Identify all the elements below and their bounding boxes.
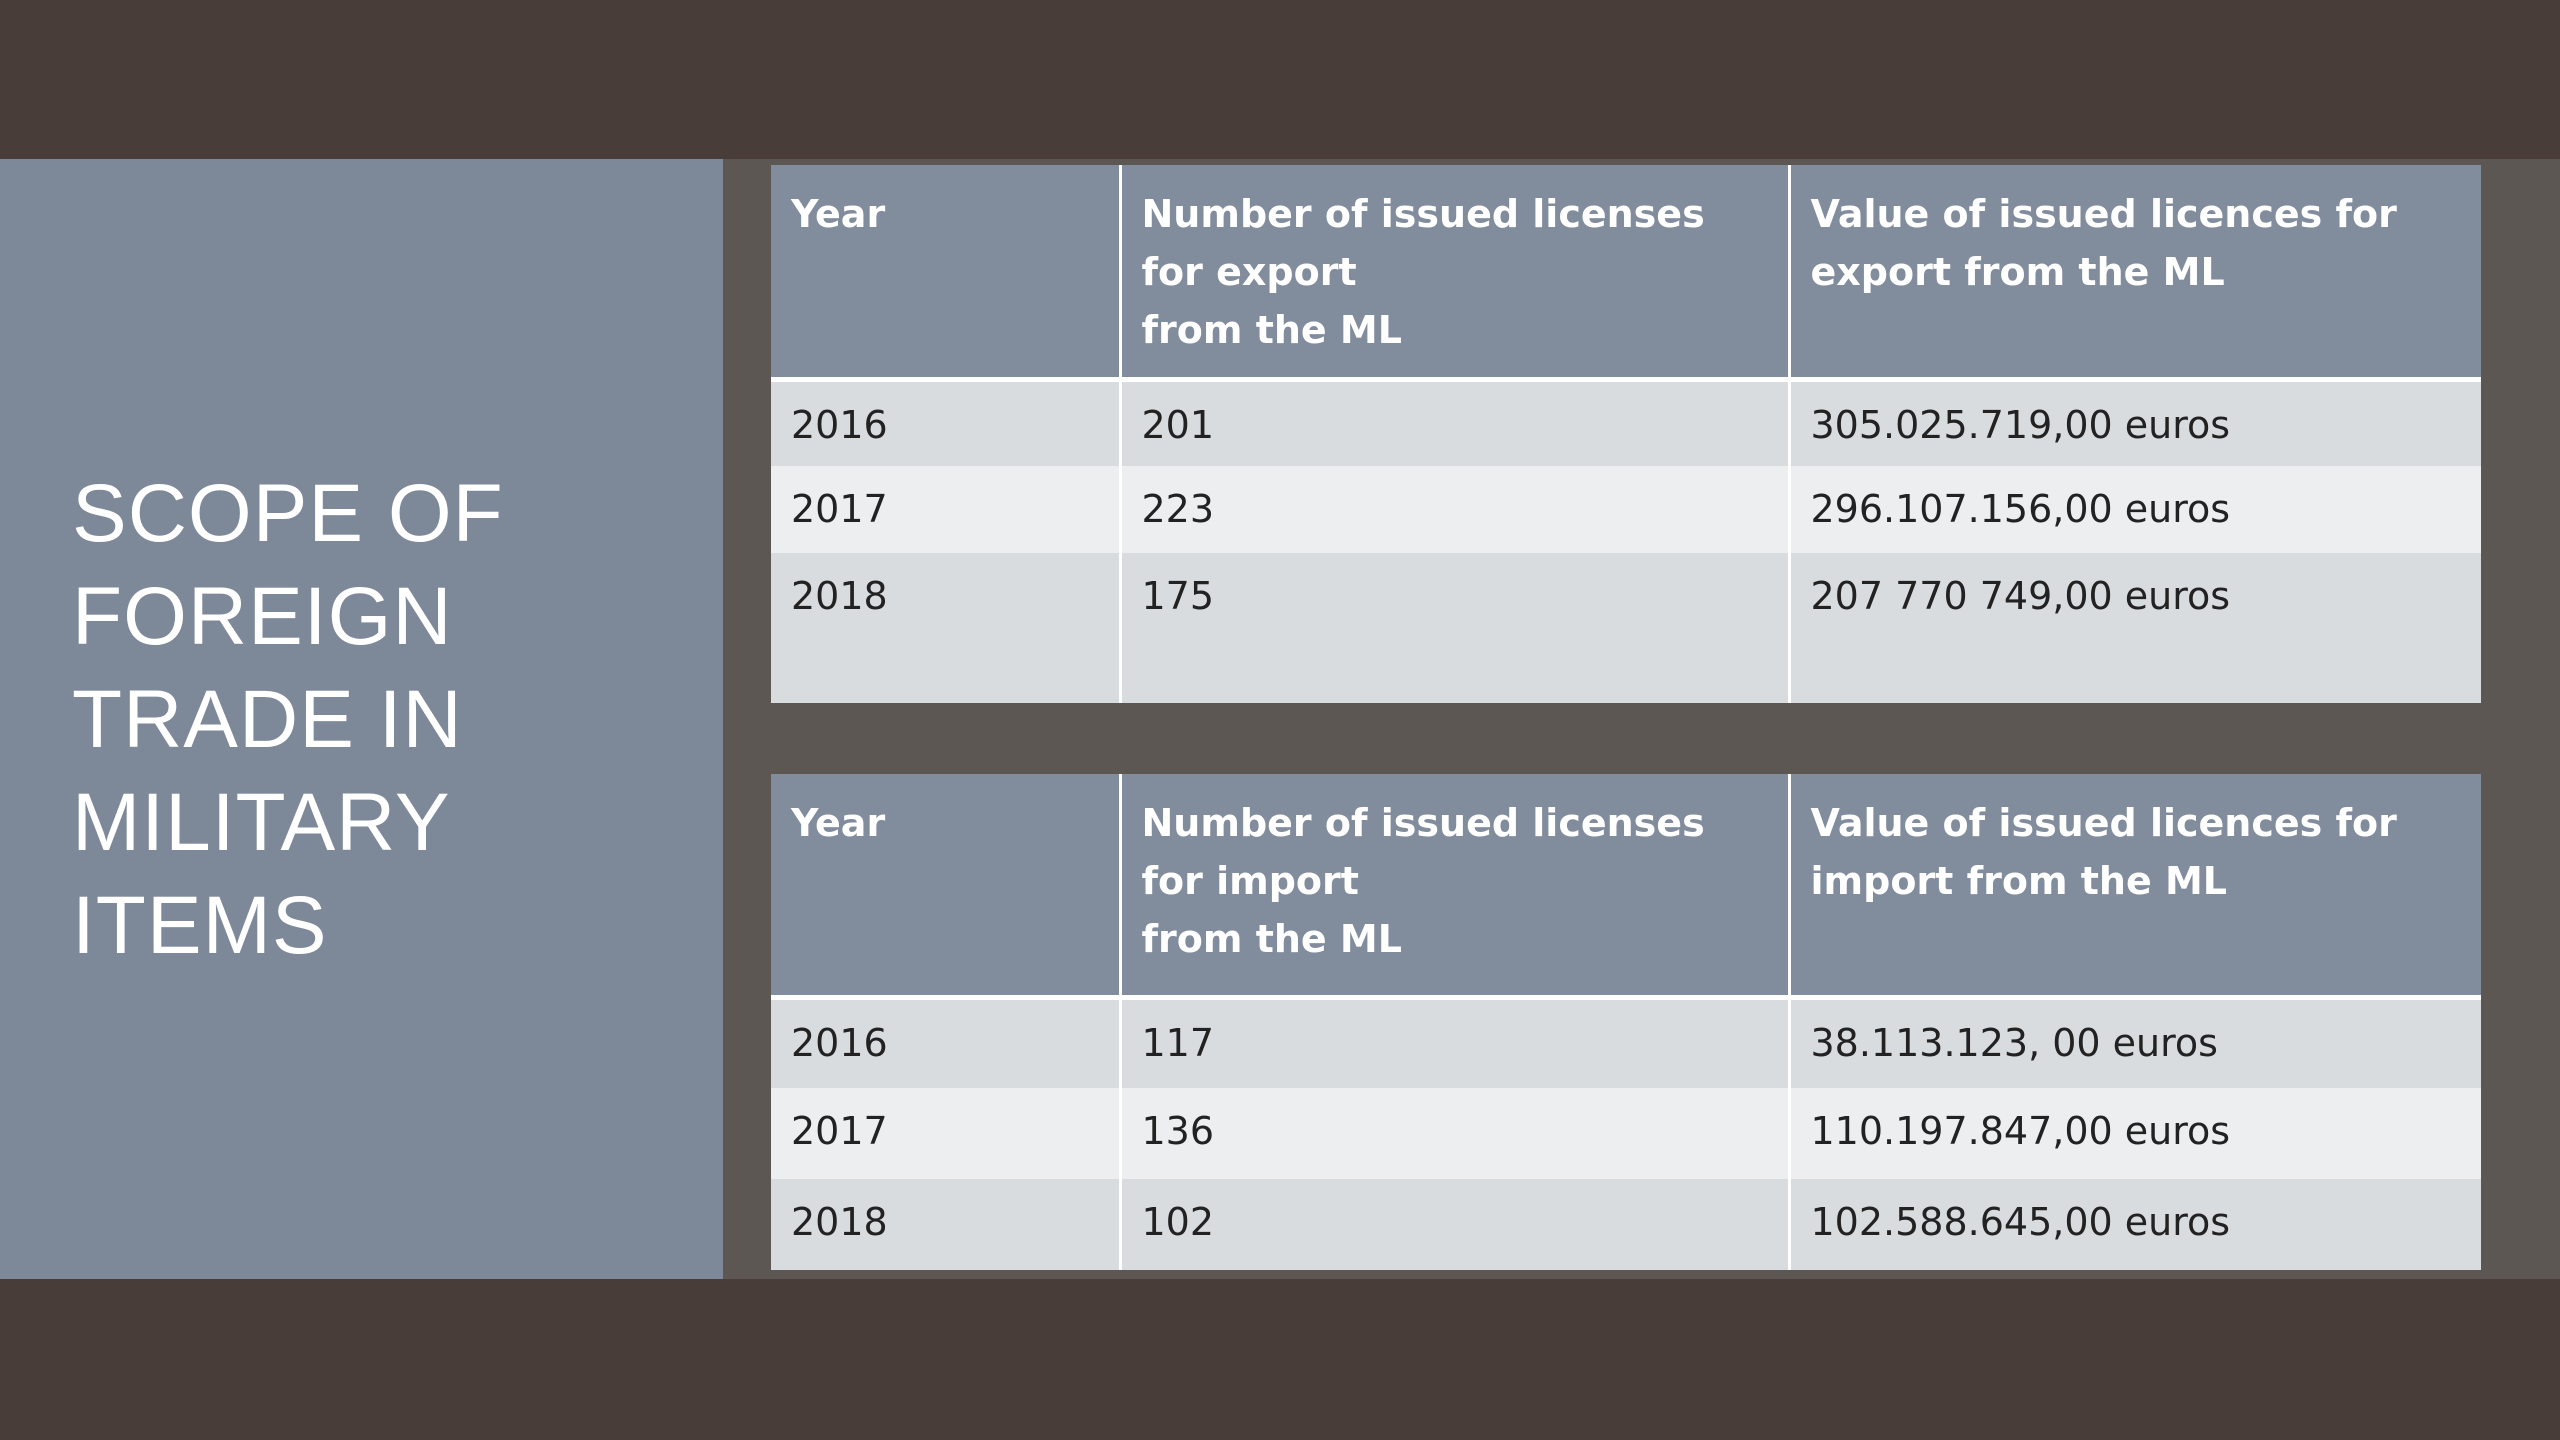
column-header-year: Year [771,774,1120,1000]
cell-license-count: 201 [1118,379,1789,466]
cell-license-value: 110.197.847,00 euros [1787,1088,2481,1179]
cell-license-count: 136 [1118,1088,1789,1179]
table-row: 2018 102 102.588.645,00 euros [771,1179,2481,1270]
column-header-license-value: Value of issued licences for import from… [1787,774,2481,1000]
cell-license-value: 102.588.645,00 euros [1787,1179,2481,1270]
table-header-row: Year Number of issued licenses for expor… [771,165,2481,382]
table-header-row: Year Number of issued licenses for impor… [771,774,2481,1000]
cell-license-count: 175 [1118,553,1789,703]
table-row: 2017 223 296.107.156,00 euros [771,466,2481,553]
table-row: 2016 201 305.025.719,00 euros [771,379,2481,466]
cell-license-value: 305.025.719,00 euros [1787,379,2481,466]
cell-license-count: 117 [1118,997,1789,1088]
column-header-license-count: Number of issued licenses for export fro… [1118,165,1789,382]
column-header-license-count: Number of issued licenses for import fro… [1118,774,1789,1000]
cell-license-value: 207 770 749,00 euros [1787,553,2481,703]
cell-year: 2016 [771,379,1120,466]
slide-title: SCOPE OF FOREIGN TRADE IN MILITARY ITEMS [72,468,504,971]
cell-year: 2017 [771,1088,1120,1179]
import-licenses-table: Year Number of issued licenses for impor… [771,774,2481,1270]
cell-license-value: 296.107.156,00 euros [1787,466,2481,553]
cell-year: 2016 [771,997,1120,1088]
cell-year: 2018 [771,553,1120,703]
cell-license-count: 223 [1118,466,1789,553]
table-row: 2017 136 110.197.847,00 euros [771,1088,2481,1179]
cell-license-value: 38.113.123, 00 euros [1787,997,2481,1088]
column-header-year: Year [771,165,1120,382]
export-licenses-table: Year Number of issued licenses for expor… [771,165,2481,703]
table-row: 2016 117 38.113.123, 00 euros [771,997,2481,1088]
table-row: 2018 175 207 770 749,00 euros [771,553,2481,703]
cell-year: 2018 [771,1179,1120,1270]
title-panel [0,159,723,1279]
cell-year: 2017 [771,466,1120,553]
column-header-license-value: Value of issued licences for export from… [1787,165,2481,382]
cell-license-count: 102 [1118,1179,1789,1270]
